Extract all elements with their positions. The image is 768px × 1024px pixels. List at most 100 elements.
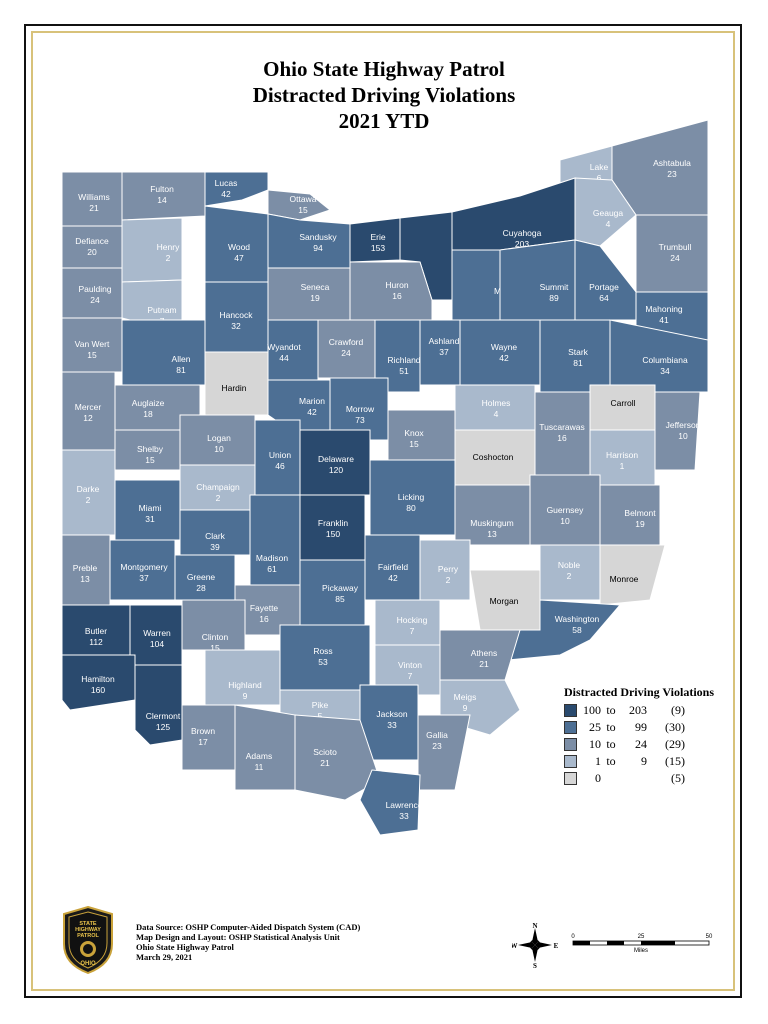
county-value-label: 11	[255, 762, 264, 772]
county-name-label: Lake	[590, 162, 609, 172]
county-name-label: Coshocton	[473, 452, 514, 462]
county-shape	[451, 249, 501, 321]
map-legend: Distracted Driving Violations 100 to 203 (9…	[564, 685, 734, 787]
legend-hi: 99	[635, 720, 647, 734]
county-name-label: Paulding	[78, 284, 111, 294]
credit-data-source: Data Source: OSHP Computer-Aided Dispatc…	[136, 922, 361, 932]
county-shape	[294, 714, 381, 801]
county-shape	[234, 704, 296, 791]
county-name-label: Hamilton	[81, 674, 115, 684]
county-name-label: Mahoning	[645, 304, 683, 314]
county-value-label: 5	[318, 711, 323, 721]
county-name-label: Henry	[157, 242, 180, 252]
county-value-label: 61	[267, 564, 277, 574]
county-value-label: 203	[515, 239, 529, 249]
county-value-label: 12	[83, 413, 93, 423]
county-name-label: Hardin	[221, 383, 246, 393]
county-value-label: 37	[439, 347, 449, 357]
county-name-label: Morgan	[490, 596, 519, 606]
county-value-label: 42	[499, 353, 509, 363]
county-value-label: 17	[198, 737, 208, 747]
county-name-label: Washington	[555, 614, 600, 624]
county-coshocton: Coshocton	[454, 429, 536, 486]
county-name-label: Geauga	[593, 208, 624, 218]
county-value-label: 15	[145, 455, 155, 465]
county-value-label: 33	[399, 811, 409, 821]
county-name-label: Franklin	[318, 518, 349, 528]
county-value-label: 19	[310, 293, 320, 303]
county-value-label: 24	[90, 295, 100, 305]
map-title-line1: Ohio State Highway Patrol	[263, 57, 505, 81]
county-name-label: Stark	[568, 347, 589, 357]
legend-count: (9)	[671, 703, 685, 717]
county-name-label: Trumbull	[659, 242, 692, 252]
legend-to: to	[606, 737, 616, 751]
county-name-label: Perry	[438, 564, 459, 574]
county-value-label: 42	[221, 189, 231, 199]
scale-tick-25: 25	[638, 934, 645, 940]
legend-count: (5)	[671, 771, 685, 785]
county-name-label: Athens	[471, 648, 497, 658]
legend-hi: 24	[635, 737, 647, 751]
county-value-label: 44	[279, 353, 289, 363]
legend-row: 100 to 203 (9)	[564, 702, 734, 719]
county-shape	[374, 319, 421, 393]
legend-swatch	[564, 738, 577, 751]
legend-to: to	[606, 703, 616, 717]
legend-count: (15)	[665, 754, 685, 768]
county-name-label: Sandusky	[299, 232, 337, 242]
legend-swatch	[564, 755, 577, 768]
county-value-label: 7	[410, 626, 415, 636]
county-name-label: Harrison	[606, 450, 638, 460]
county-name-label: Adams	[246, 751, 272, 761]
county-name-label: Mercer	[75, 402, 102, 412]
county-value-label: 2	[86, 495, 91, 505]
county-value-label: 15	[409, 439, 419, 449]
county-name-label: Ashland	[429, 336, 460, 346]
legend-swatch	[564, 772, 577, 785]
county-value-label: 7	[408, 671, 413, 681]
county-value-label: 73	[355, 415, 365, 425]
county-value-label: 47	[234, 253, 244, 263]
county-name-label: Miami	[139, 503, 162, 513]
county-value-label: 15	[298, 205, 308, 215]
county-name-label: Gallia	[426, 730, 448, 740]
county-name-label: Ashtabula	[653, 158, 691, 168]
county-value-label: 21	[89, 203, 99, 213]
county-shape	[134, 664, 183, 746]
county-value-label: 2	[216, 493, 221, 503]
county-value-label: 9	[463, 703, 468, 713]
county-value-label: 120	[329, 465, 343, 475]
county-shape	[507, 599, 622, 661]
county-value-label: 33	[387, 720, 397, 730]
county-name-label: Carroll	[610, 398, 635, 408]
legend-hi: 203	[629, 703, 647, 717]
county-name-label: Fairfield	[378, 562, 409, 572]
county-name-label: Williams	[78, 192, 110, 202]
county-shape	[349, 261, 433, 321]
county-putnam: Putnam7	[121, 279, 183, 326]
county-value-label: 1	[620, 461, 625, 471]
